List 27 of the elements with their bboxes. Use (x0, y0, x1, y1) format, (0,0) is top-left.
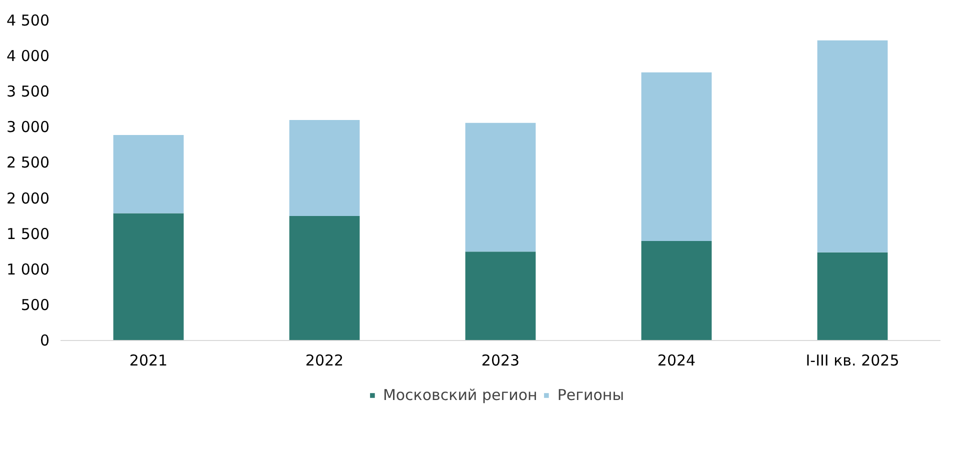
bar (113, 134, 184, 214)
legend-label: Московский регион (382, 386, 538, 404)
legend-label: Регионы (557, 386, 624, 404)
bar (113, 213, 184, 340)
bar (289, 216, 360, 340)
y-tick-label: 4 000 (6, 47, 50, 66)
y-tick-label: 2 500 (6, 154, 50, 172)
y-tick-label: 2 000 (6, 189, 50, 208)
y-tick-label: 0 (40, 332, 50, 350)
y-tick-label: 3 500 (6, 82, 50, 101)
bar (817, 40, 888, 252)
bar (817, 252, 888, 340)
x-tick-label: I-III кв. 2025 (806, 352, 900, 370)
y-tick-label: 500 (20, 296, 50, 314)
x-tick-label: 2024 (657, 352, 696, 370)
bar (465, 252, 536, 340)
y-tick-label: 1 000 (6, 260, 50, 278)
bar (289, 120, 360, 216)
y-tick-label: 4 500 (6, 12, 50, 30)
bar (641, 240, 712, 340)
bar (465, 122, 536, 252)
x-tick-label: 2021 (129, 352, 168, 370)
bar (641, 72, 712, 241)
x-tick-label: 2023 (481, 352, 520, 370)
y-tick-label: 3 000 (6, 118, 50, 136)
y-tick-label: 1 500 (6, 224, 50, 243)
x-tick-label: 2022 (305, 352, 344, 370)
